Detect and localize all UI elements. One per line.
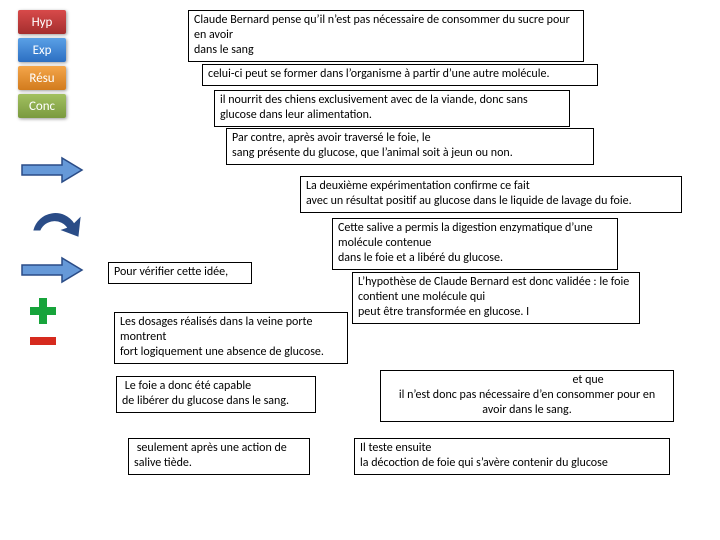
- box-formation-autre-molecule: celui-ci peut se former dans l’organisme…: [202, 64, 598, 86]
- box-foie-glucose: Par contre, après avoir traversé le foie…: [226, 128, 594, 165]
- badge-conc[interactable]: Conc: [18, 94, 66, 118]
- box-decoction-foie: Il teste ensuite la décoction de foie qu…: [354, 438, 670, 475]
- box-pas-necessaire: et que il n’est donc pas nécessaire d’en…: [380, 370, 674, 422]
- badge-resu-label: Résu: [29, 71, 54, 86]
- badge-conc-label: Conc: [29, 99, 55, 114]
- badge-hyp-label: Hyp: [32, 15, 53, 30]
- badge-hyp[interactable]: Hyp: [18, 10, 66, 34]
- badge-exp[interactable]: Exp: [18, 38, 66, 62]
- badge-resu[interactable]: Résu: [18, 66, 66, 90]
- box-dosages-veine-porte: Les dosages réalisés dans la veine porte…: [114, 312, 348, 364]
- minus-icon: [28, 334, 58, 348]
- arrow-right-1-icon: [20, 156, 84, 184]
- box-action-salive-tiede: seulement après une action de salive tiè…: [128, 438, 310, 475]
- curved-arrow-icon: [28, 200, 84, 240]
- box-foie-libere-glucose: Le foie a donc été capable de libérer du…: [116, 376, 316, 413]
- box-hypothese-validee: L’hypothèse de Claude Bernard est donc v…: [352, 272, 640, 324]
- badge-exp-label: Exp: [33, 43, 52, 58]
- arrow-right-2-icon: [20, 256, 84, 284]
- plus-icon: [28, 296, 58, 326]
- box-verifier-idee: Pour vérifier cette idée,: [108, 262, 252, 284]
- box-chiens-viande: il nourrit des chiens exclusivement avec…: [214, 90, 570, 127]
- box-salive-digestion: Cette salive a permis la digestion enzym…: [332, 218, 618, 270]
- box-claude-bernard-hypothesis: Claude Bernard pense qu’il n’est pas néc…: [188, 10, 584, 62]
- box-deuxieme-experimentation: La deuxième expérimentation confirme ce …: [300, 176, 682, 213]
